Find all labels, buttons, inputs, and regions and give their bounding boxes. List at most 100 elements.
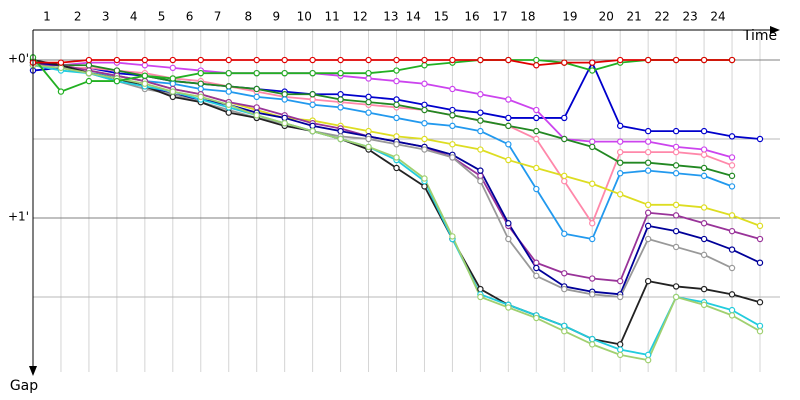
data-point: [253, 93, 260, 101]
data-point: [589, 291, 596, 298]
data-point: [197, 93, 204, 101]
data-point: [616, 341, 624, 348]
data-point: [393, 96, 400, 103]
data-point: [281, 69, 288, 77]
data-point: [225, 56, 232, 64]
data-point: [449, 122, 456, 130]
data-point: [449, 85, 456, 93]
data-point: [644, 127, 652, 135]
x-tick-label: 21: [627, 10, 642, 24]
data-point: [57, 88, 65, 95]
data-point: [393, 67, 400, 74]
data-point: [672, 243, 680, 251]
data-point: [225, 88, 232, 95]
data-point: [505, 235, 512, 243]
data-point: [505, 56, 512, 64]
y-tick-label: +1': [8, 209, 29, 223]
data-point: [365, 75, 372, 82]
data-point: [477, 167, 484, 174]
data-point: [141, 72, 149, 80]
data-point: [169, 93, 177, 101]
data-point: [505, 156, 512, 164]
data-point: [169, 75, 177, 82]
tick-labels: +0'+1'1 2 3 4 5 6 7 8 9 10 11 12 13 14 15 16 17 18 19 20 21 2…: [8, 10, 726, 224]
data-point: [644, 56, 652, 64]
data-point: [672, 283, 680, 290]
data-point: [700, 56, 708, 64]
data-point: [85, 62, 93, 69]
data-point: [616, 159, 624, 166]
data-point: [169, 80, 177, 87]
data-point: [700, 146, 708, 153]
data-point: [393, 164, 400, 172]
data-point: [505, 114, 512, 122]
data-point: [589, 59, 596, 66]
data-point: [561, 327, 568, 335]
data-point: [589, 138, 596, 145]
x-tick-label: 20: [599, 10, 614, 24]
data-point: [616, 351, 624, 359]
data-point: [393, 133, 400, 140]
x-tick-label: 18: [520, 10, 535, 24]
data-point: [477, 127, 484, 135]
data-point: [533, 114, 540, 122]
data-point: [589, 220, 596, 227]
data-point: [589, 275, 596, 282]
data-point: [169, 88, 177, 95]
data-point: [421, 183, 428, 190]
data-point: [700, 235, 708, 243]
data-point: [337, 135, 344, 143]
data-point: [477, 91, 484, 98]
data-point: [700, 151, 708, 158]
y-axis-title: Gap: [10, 378, 38, 394]
data-point: [561, 59, 568, 66]
data-point: [393, 141, 400, 148]
series-line: [32, 56, 733, 93]
data-point: [309, 122, 316, 130]
data-point: [561, 135, 568, 143]
x-tick-label: 12: [353, 10, 368, 24]
data-point: [728, 312, 736, 319]
data-point: [449, 233, 456, 240]
x-tick-label: 16: [464, 10, 479, 24]
data-point: [672, 127, 680, 135]
data-point: [561, 177, 568, 185]
data-point: [561, 285, 568, 293]
data-point: [700, 172, 708, 180]
data-point: [533, 264, 540, 272]
data-point: [728, 162, 736, 169]
data-point: [700, 127, 708, 135]
data-point: [589, 341, 596, 348]
data-point: [449, 141, 456, 148]
data-point: [644, 167, 652, 174]
data-point: [225, 69, 232, 77]
data-point: [449, 106, 456, 114]
data-point: [477, 172, 484, 180]
y-axis-arrow: [29, 366, 37, 376]
data-point: [477, 293, 484, 301]
data-point: [197, 69, 204, 77]
data-point: [393, 56, 400, 64]
data-point: [672, 56, 680, 64]
x-tick-label: 7: [214, 10, 222, 24]
data-point: [728, 133, 736, 140]
data-point: [589, 335, 596, 343]
data-point: [644, 222, 652, 230]
data-point: [616, 293, 624, 301]
data-point: [113, 77, 121, 85]
data-point: [337, 96, 344, 103]
data-point: [337, 91, 344, 98]
data-point: [85, 69, 93, 77]
series-line: [32, 61, 733, 159]
data-point: [309, 91, 316, 98]
data-point: [533, 185, 540, 193]
x-tick-label: 3: [102, 10, 110, 24]
data-point: [281, 120, 288, 127]
data-point: [756, 327, 764, 335]
data-point: [253, 85, 260, 93]
data-point: [672, 170, 680, 177]
data-point: [169, 64, 177, 72]
data-point: [533, 127, 540, 135]
x-axis-arrow: [770, 26, 780, 34]
x-tick-label: 10: [297, 10, 312, 24]
